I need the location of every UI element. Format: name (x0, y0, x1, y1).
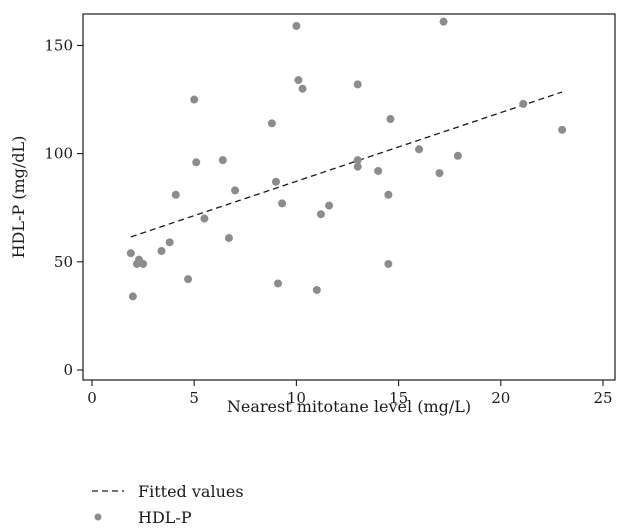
hdl-p-data-point (157, 247, 166, 255)
hdl-p-data-point (292, 21, 301, 30)
hdl-p-data-point (353, 156, 362, 165)
hdl-p-data-point (435, 169, 444, 178)
hdl-p-data-point (519, 99, 528, 108)
x-tick-label: 25 (593, 389, 612, 407)
x-axis-title: Nearest mitotane level (mg/L) (227, 397, 471, 416)
y-tick-label: 150 (44, 36, 73, 54)
y-tick-label: 50 (54, 253, 73, 271)
hdl-p-data-point (353, 80, 362, 89)
scatter-chart: 0 5 10 15 20 25 0 50 100 150 Nearest mitotane lev… (9, 13, 616, 416)
hdl-p-data-point (128, 292, 137, 301)
hdl-p-data-point (139, 259, 148, 268)
plot-area-frame (82, 13, 616, 381)
x-tick-label: 20 (491, 389, 510, 407)
hdl-p-data-point (312, 285, 321, 294)
hdl-p-data-point (439, 17, 448, 26)
dot-legend-icon (90, 507, 126, 527)
hdl-p-data-point (386, 115, 395, 124)
legend-item-fitted-values: Fitted values (90, 478, 244, 504)
x-tick-label: 5 (189, 389, 199, 407)
hdl-p-data-point (224, 234, 233, 243)
hdl-p-data-point (325, 201, 334, 210)
hdl-p-data-point (278, 199, 287, 208)
hdl-p-data-point (190, 95, 199, 104)
hdl-p-data-point (294, 76, 303, 85)
hdl-p-data-point (316, 210, 325, 219)
hdl-p-data-point (218, 156, 227, 165)
y-tick-label: 100 (44, 145, 73, 163)
hdl-p-data-point (384, 259, 393, 268)
data-points-layer (126, 17, 567, 301)
hdl-p-data-point (267, 119, 276, 128)
hdl-p-data-point (231, 186, 240, 195)
hdl-p-data-point (415, 145, 424, 154)
legend-item-hdl-p: HDL-P (90, 504, 244, 530)
hdl-p-data-point (200, 214, 209, 223)
legend-label-hdl-p: HDL-P (138, 507, 192, 527)
fitted-values-line (130, 91, 563, 238)
chart-legend: Fitted values HDL-P (90, 478, 244, 530)
hdl-p-data-point (558, 125, 567, 134)
dashed-line-legend-icon (90, 481, 126, 501)
hdl-p-data-point (374, 166, 383, 175)
hdl-p-data-point (184, 275, 193, 284)
hdl-p-data-point (274, 279, 283, 288)
hdl-p-data-point (453, 151, 462, 160)
hdl-p-data-point (165, 238, 174, 247)
hdl-p-data-point (353, 162, 362, 171)
hdl-p-data-point (126, 249, 135, 258)
axis-ticks: 0 5 10 15 20 25 0 50 100 150 (44, 36, 612, 407)
hdl-p-data-point (192, 158, 201, 167)
y-tick-label: 0 (63, 361, 73, 379)
x-tick-label: 15 (389, 389, 408, 407)
y-axis-title: HDL-P (mg/dL) (9, 136, 28, 259)
legend-label-fitted-values: Fitted values (138, 481, 244, 501)
x-tick-label: 0 (87, 389, 97, 407)
hdl-p-data-point (171, 190, 180, 199)
hdl-p-data-point (384, 190, 393, 199)
hdl-p-data-point (271, 177, 280, 186)
fitted-line-layer (130, 91, 563, 238)
x-tick-label: 10 (287, 389, 306, 407)
hdl-p-data-point (298, 84, 307, 93)
